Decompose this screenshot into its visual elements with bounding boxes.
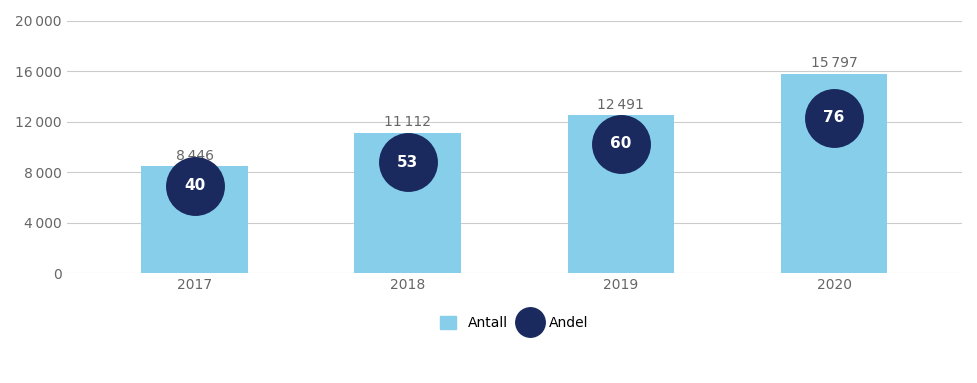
Text: 53: 53 — [397, 155, 418, 170]
Text: 15 797: 15 797 — [811, 56, 858, 70]
Legend: Antall, Andel: Antall, Andel — [433, 309, 596, 337]
Text: 12 491: 12 491 — [598, 98, 645, 112]
Point — [614, 141, 629, 147]
Bar — [781, 74, 887, 273]
Bar — [568, 115, 674, 273]
Point — [400, 159, 415, 165]
Bar — [355, 133, 461, 273]
Point — [187, 183, 202, 189]
Text: 76: 76 — [824, 110, 845, 125]
Point — [827, 115, 842, 121]
Bar — [142, 167, 248, 273]
Text: 11 112: 11 112 — [384, 115, 431, 129]
Text: 8 446: 8 446 — [176, 149, 214, 163]
Text: 60: 60 — [611, 136, 631, 151]
Text: 40: 40 — [184, 178, 205, 193]
